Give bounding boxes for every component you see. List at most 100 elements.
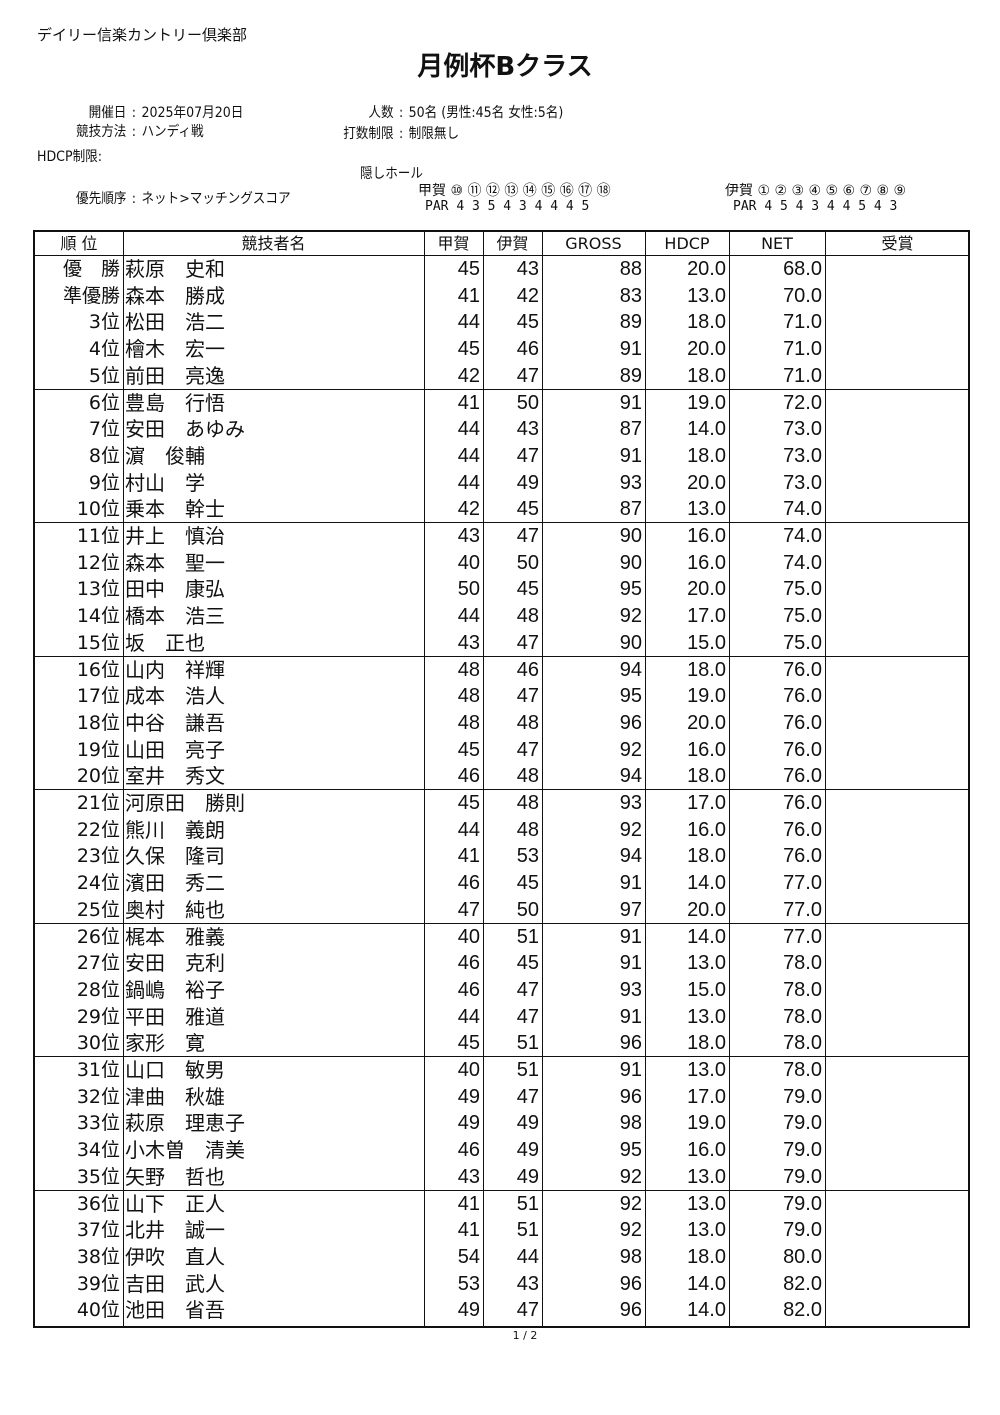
cell-koka-score: 41 [457,1219,480,1242]
date-value: 2025年07月20日 [141,105,244,121]
cell-hdcp: 14.0 [687,1272,726,1295]
cell-koka-score: 46 [457,765,480,788]
cell-koka-score: 42 [457,498,480,521]
cell-player-name: 松田 浩二 [125,310,225,335]
cell-gross: 91 [619,952,642,975]
cell-hdcp: 14.0 [687,925,726,948]
table-row: 12位 森本 聖一 40 50 90 16.0 74.0 [35,549,968,576]
cell-net: 82.0 [783,1299,822,1322]
players-label: 人数 [368,105,394,121]
cell-net: 73.0 [783,444,822,467]
table-row: 25位 奥村 純也 47 50 97 20.0 77.0 [35,896,968,923]
table-row: 準優勝 森本 勝成 41 42 83 13.0 70.0 [35,282,968,309]
cell-net: 79.0 [783,1192,822,1215]
header-player-name: 競技者名 [241,234,306,253]
cell-hdcp: 13.0 [687,498,726,521]
cell-rank: 27位 [76,952,120,975]
cell-net: 78.0 [783,1032,822,1055]
cell-rank: 35位 [76,1165,120,1188]
cell-award [825,842,967,869]
cell-koka-score: 45 [457,1032,480,1055]
cell-koka-score: 43 [457,1165,480,1188]
cell-award [825,896,967,923]
cell-koka-score: 46 [457,872,480,895]
cell-award [825,362,967,389]
cell-rank: 32位 [76,1085,120,1108]
cell-rank: 優 勝 [62,258,120,280]
cell-gross: 87 [619,418,642,441]
cell-gross: 91 [619,925,642,948]
cell-award [825,789,967,816]
cell-koka-score: 43 [457,631,480,654]
cell-gross: 83 [619,284,642,307]
cell-hdcp: 20.0 [687,258,726,280]
cell-award [825,949,967,976]
table-row: 23位 久保 隆司 41 53 94 18.0 76.0 [35,842,968,869]
cell-net: 79.0 [783,1139,822,1162]
cell-net: 77.0 [783,872,822,895]
cell-iga-score: 53 [516,845,539,868]
cell-player-name: 橋本 浩三 [125,604,225,629]
cell-award [825,1083,967,1110]
cell-iga-score: 48 [516,818,539,841]
cell-award [825,923,967,950]
cell-award [825,629,967,656]
cell-rank: 31位 [76,1059,120,1081]
club-name: デイリー信楽カントリー倶楽部 [37,26,248,44]
cell-player-name: 池田 省吾 [125,1298,225,1323]
info-limit: 打数制限: 制限無し [300,123,459,143]
cell-hdcp: 18.0 [687,765,726,788]
cell-iga-score: 47 [516,1299,539,1322]
table-row: 5位 前田 亮逸 42 47 89 18.0 71.0 [35,362,968,389]
cell-koka-score: 44 [457,471,480,494]
cell-net: 74.0 [783,498,822,521]
separator: : [131,124,137,140]
cell-koka-score: 49 [457,1112,480,1135]
cell-player-name: 小木曽 清美 [125,1138,245,1163]
table-row: 8位濵 俊輔 44 47 91 18.0 73.0 [35,442,968,469]
info-method: 競技方法: ハンディ戦 [40,121,204,141]
cell-hdcp: 16.0 [687,525,726,547]
cell-net: 75.0 [783,605,822,628]
cell-rank: 37位 [76,1219,120,1242]
cell-net: 79.0 [783,1112,822,1135]
table-row: 7位 安田 あゆみ 44 43 87 14.0 73.0 [35,415,968,442]
cell-iga-score: 47 [516,738,539,761]
cell-rank: 38位 [76,1245,120,1268]
cell-net: 82.0 [783,1272,822,1295]
cell-net: 71.0 [783,311,822,334]
cell-award [825,389,967,416]
cell-award [825,442,967,469]
page-title: 月例杯Bクラス [417,52,593,82]
cell-koka-score: 44 [457,311,480,334]
cell-koka-score: 42 [457,364,480,387]
column-divider [729,232,730,1326]
cell-gross: 96 [619,1272,642,1295]
cell-net: 70.0 [783,284,822,307]
separator: : [399,126,404,142]
cell-player-name: 井上 慎治 [125,524,225,548]
cell-award [825,602,967,629]
cell-koka-score: 40 [457,551,480,574]
cell-iga-score: 44 [516,1245,539,1268]
cell-net: 79.0 [783,1165,822,1188]
cell-hdcp: 20.0 [687,578,726,601]
cell-rank: 17位 [76,685,120,708]
cell-net: 78.0 [783,952,822,975]
table-row: 40位 池田 省吾 49 47 96 14.0 82.0 [35,1296,968,1323]
separator: : [399,105,404,121]
cell-koka-score: 45 [457,338,480,361]
cell-net: 76.0 [783,738,822,761]
cell-hdcp: 20.0 [687,338,726,361]
cell-iga-score: 45 [516,498,539,521]
cell-player-name: 前田 亮逸 [125,363,225,388]
cell-gross: 91 [619,444,642,467]
cell-award [825,255,967,282]
out-par-values: 4 3 5 4 3 4 4 4 5 [456,199,590,214]
cell-hdcp: 20.0 [687,471,726,494]
in-par-values: 4 5 4 3 4 4 5 4 3 [764,199,898,214]
cell-iga-score: 43 [516,258,539,280]
cell-iga-score: 43 [516,1272,539,1295]
header-award: 受賞 [881,234,914,253]
cell-iga-score: 47 [516,444,539,467]
